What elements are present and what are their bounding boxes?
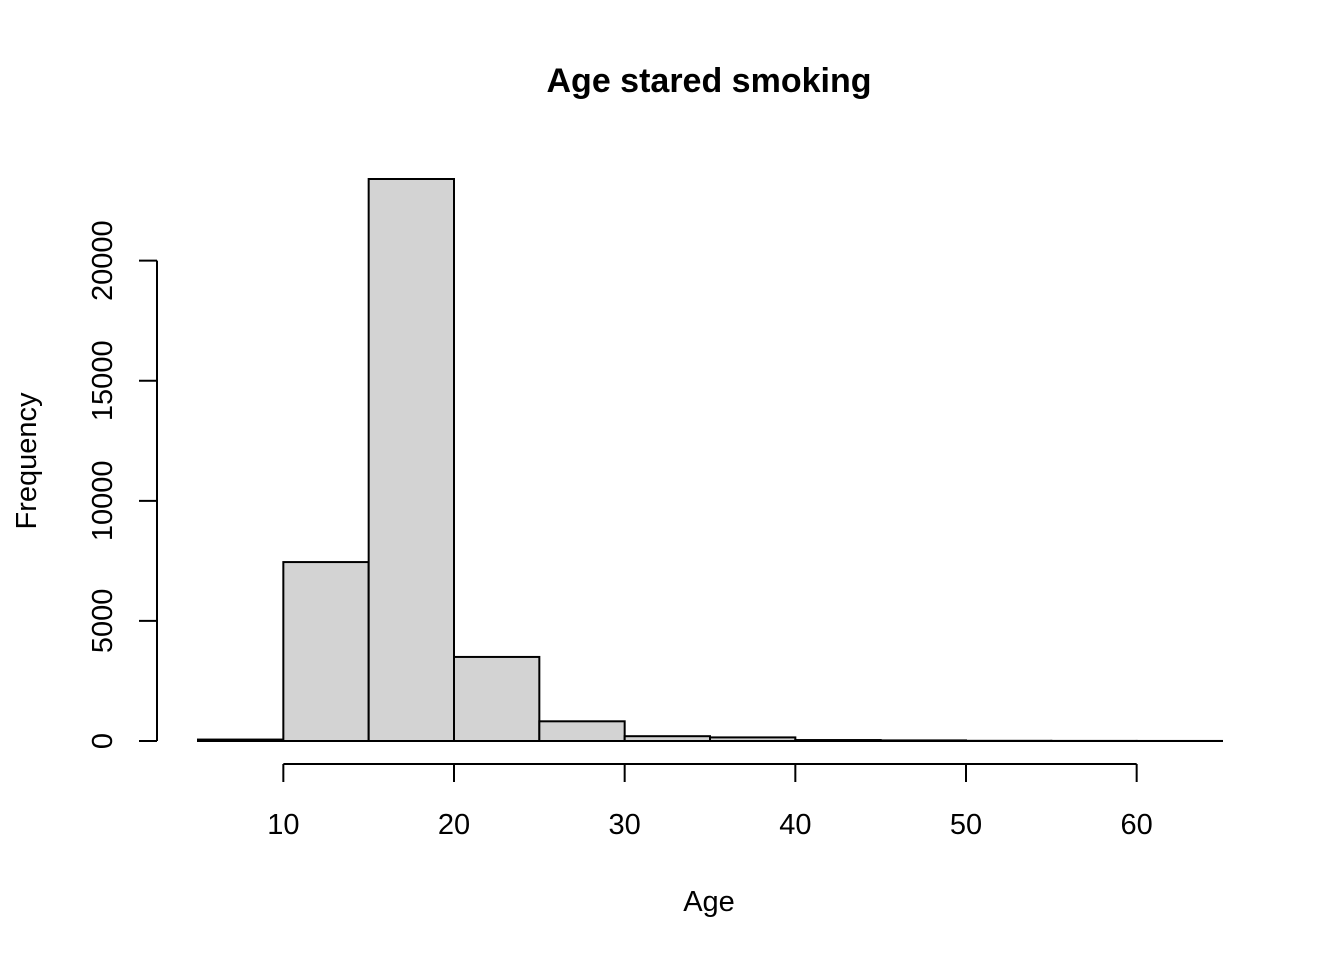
histogram-bar (538, 720, 626, 742)
y-tick-label: 0 (87, 733, 119, 749)
histogram-bar (282, 561, 370, 742)
x-tick-label: 50 (950, 809, 982, 841)
y-tick-label: 15000 (87, 340, 119, 421)
y-tick-label: 20000 (87, 220, 119, 301)
y-tick-label: 10000 (87, 461, 119, 542)
bars-group (197, 178, 1223, 743)
y-tick-label: 5000 (87, 589, 119, 654)
x-tick-label: 40 (779, 809, 811, 841)
histogram-bar (367, 178, 455, 742)
x-tick-label: 60 (1121, 809, 1153, 841)
histogram-bar (453, 655, 541, 743)
chart-title: Age stared smoking (547, 62, 872, 100)
x-tick-label: 10 (267, 809, 299, 841)
x-tick-label: 30 (609, 809, 641, 841)
y-axis: 0 5000 10000 15000 20000 (87, 220, 158, 749)
x-axis: 10 20 30 40 50 60 (267, 763, 1153, 841)
x-tick-label: 20 (438, 809, 470, 841)
x-axis-label: Age (683, 886, 735, 918)
y-axis-label: Frequency (11, 392, 43, 530)
